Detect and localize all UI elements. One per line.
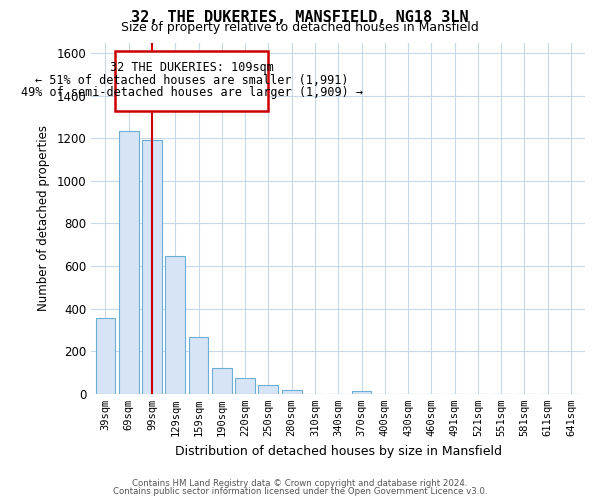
Text: 32, THE DUKERIES, MANSFIELD, NG18 3LN: 32, THE DUKERIES, MANSFIELD, NG18 3LN: [131, 10, 469, 25]
Bar: [282, 390, 302, 394]
Text: 32 THE DUKERIES: 109sqm: 32 THE DUKERIES: 109sqm: [110, 60, 274, 74]
Bar: [212, 368, 232, 394]
Text: Size of property relative to detached houses in Mansfield: Size of property relative to detached ho…: [121, 22, 479, 35]
Text: 49% of semi-detached houses are larger (1,909) →: 49% of semi-detached houses are larger (…: [21, 86, 363, 99]
Bar: [95, 318, 115, 394]
Bar: [166, 256, 185, 394]
Bar: [352, 390, 371, 394]
FancyBboxPatch shape: [115, 51, 268, 110]
Bar: [188, 338, 208, 394]
Text: Contains public sector information licensed under the Open Government Licence v3: Contains public sector information licen…: [113, 487, 487, 496]
Bar: [235, 378, 255, 394]
Bar: [142, 140, 162, 394]
Bar: [259, 386, 278, 394]
Y-axis label: Number of detached properties: Number of detached properties: [37, 125, 50, 311]
Text: ← 51% of detached houses are smaller (1,991): ← 51% of detached houses are smaller (1,…: [35, 74, 349, 88]
Text: Contains HM Land Registry data © Crown copyright and database right 2024.: Contains HM Land Registry data © Crown c…: [132, 480, 468, 488]
X-axis label: Distribution of detached houses by size in Mansfield: Distribution of detached houses by size …: [175, 444, 502, 458]
Bar: [119, 131, 139, 394]
